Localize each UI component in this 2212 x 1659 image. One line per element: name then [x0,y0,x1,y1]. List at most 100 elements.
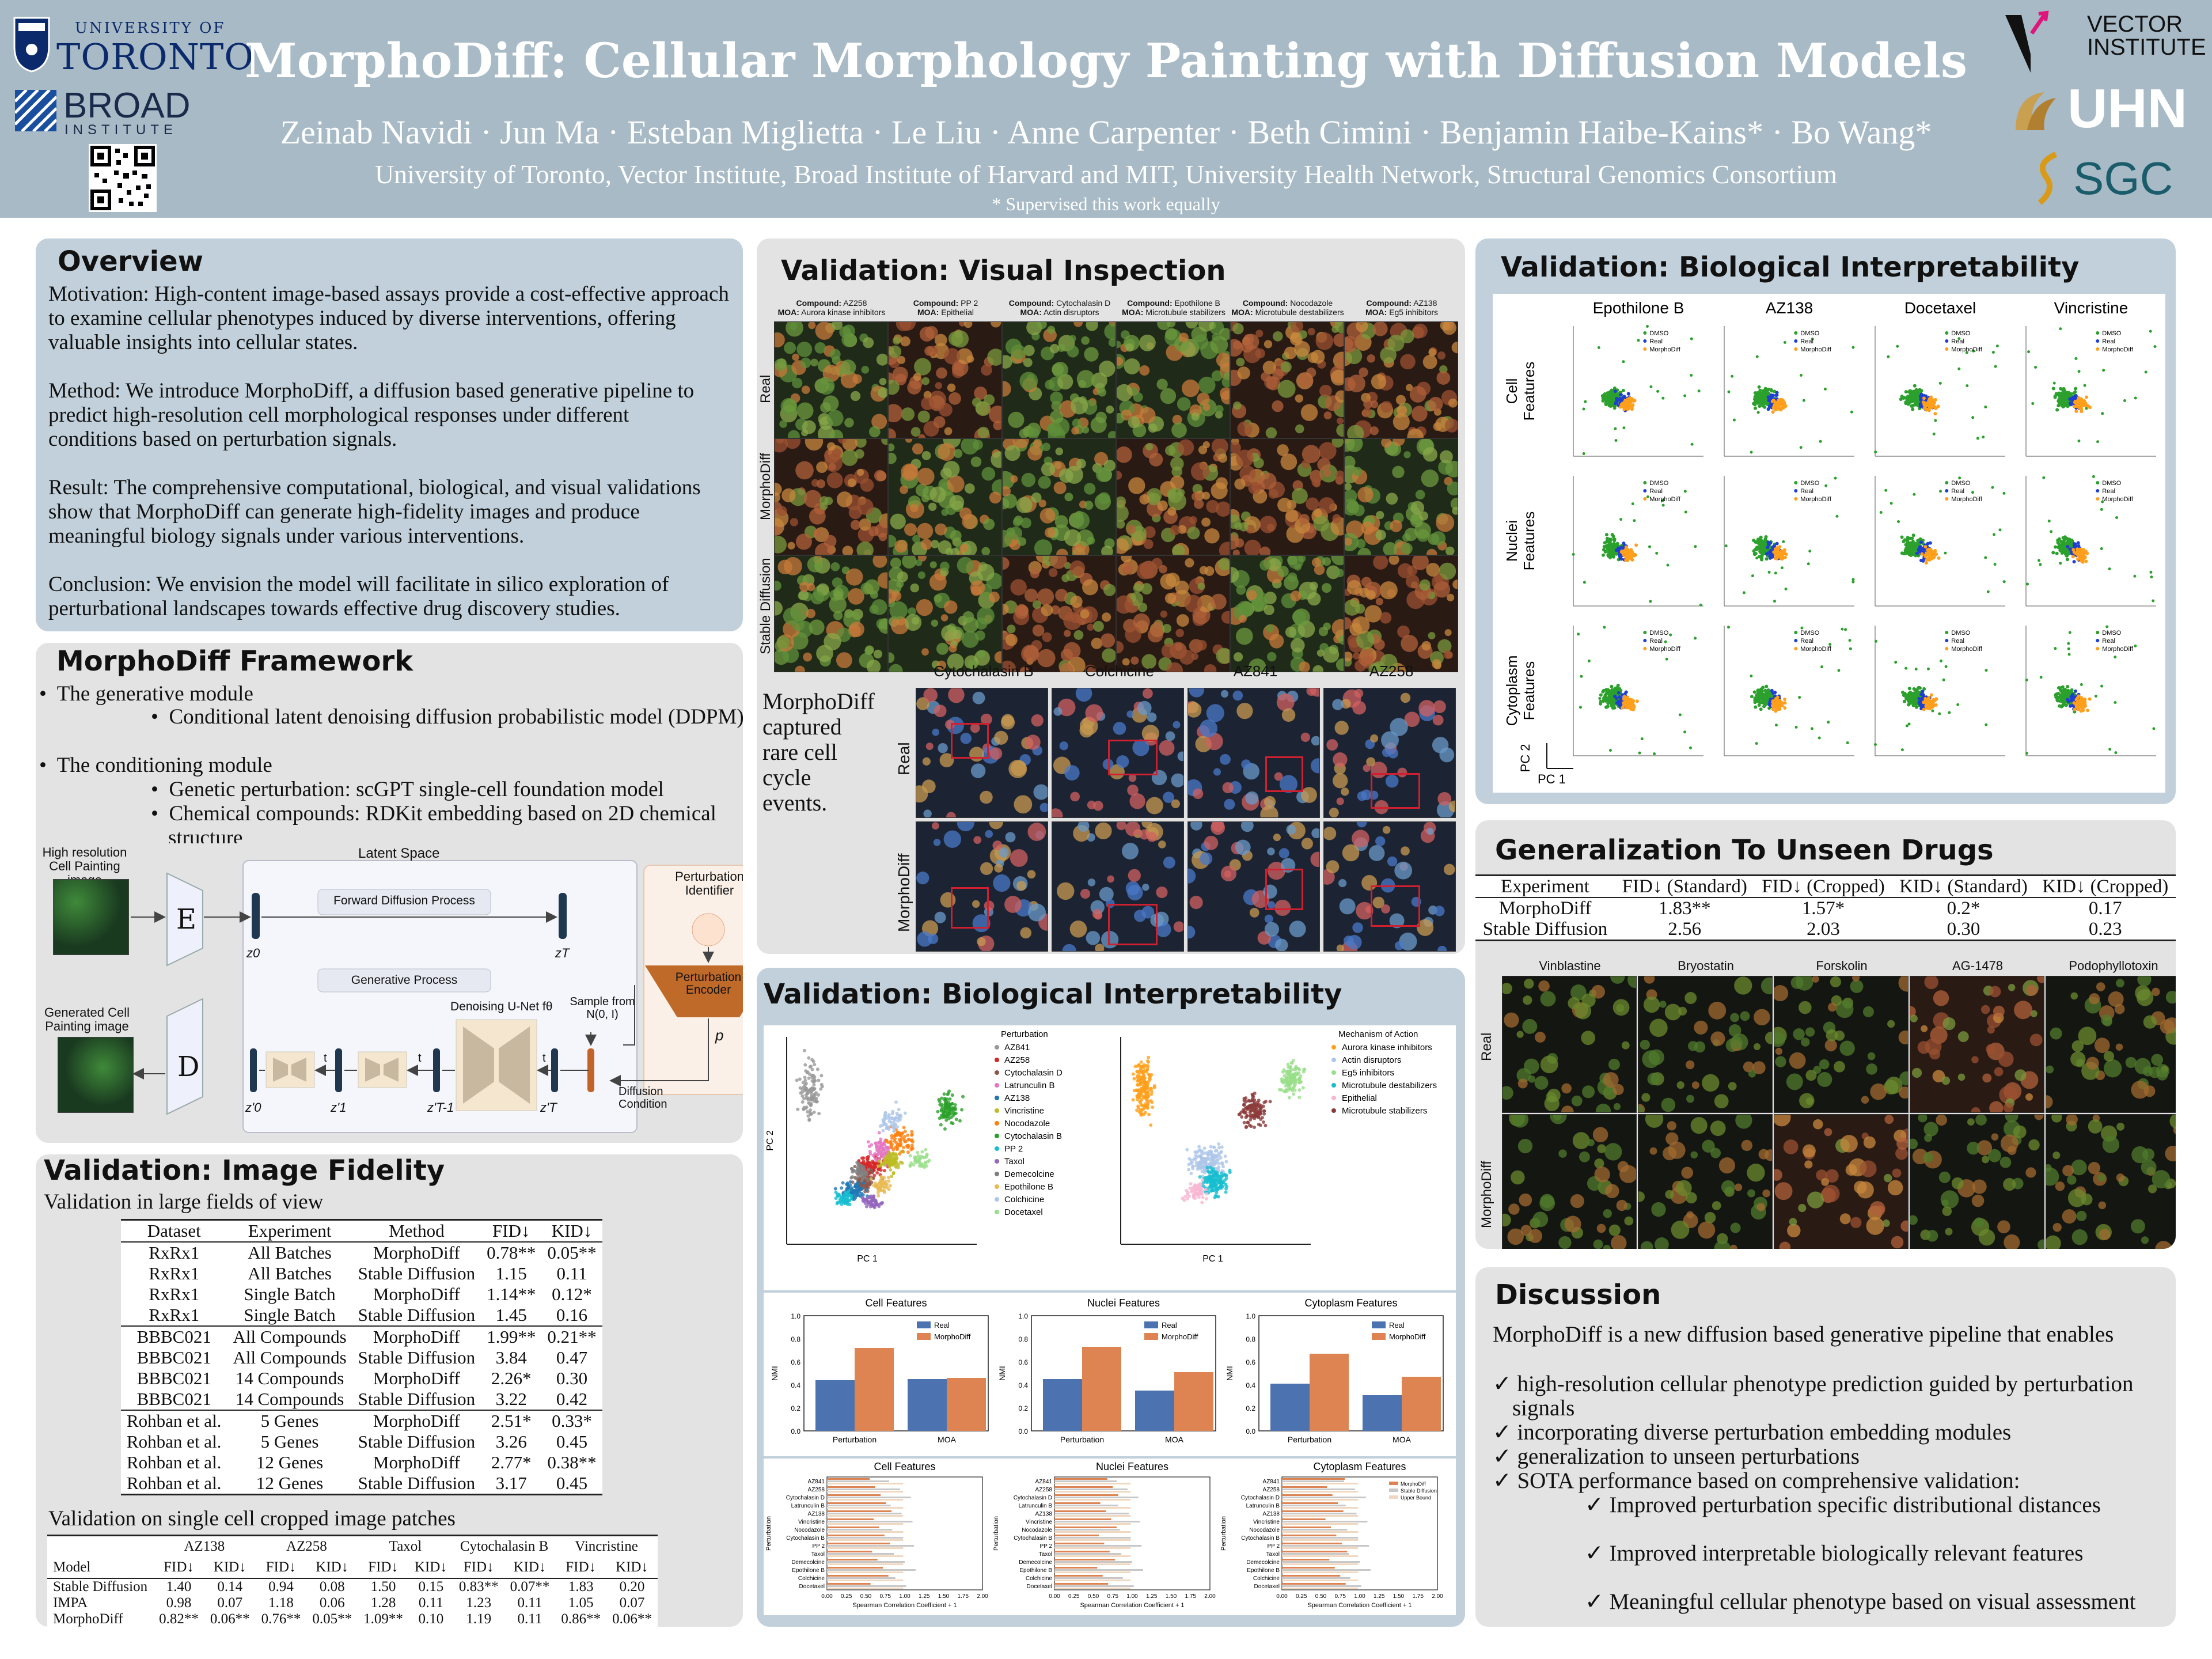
table-row: BBBC021 All Compounds MorphoDiff 1.99** 0.21… [121,1325,602,1347]
scatter-point [1683,730,1687,734]
scatter-point [1757,703,1761,707]
scatter-point [1985,723,1988,726]
scatter-point [1136,1083,1140,1087]
legend-swatch [995,1184,999,1189]
corr-bar [1282,1547,1359,1549]
scatter-point [838,1199,843,1203]
scatter-point [1684,510,1687,514]
scatter-point [1215,1175,1219,1179]
corr-perturbation-label: Demecolcine [791,1559,825,1566]
scatter-point [890,1175,894,1179]
scatter-point [1219,1171,1223,1175]
legend-swatch [1794,631,1798,634]
table-cell: IMPA [53,1595,88,1611]
t2-header-model [47,1536,153,1558]
scatter-point [2057,391,2061,395]
scatter-point [2059,544,2063,548]
t2-metric-header: FID↓ [453,1557,504,1579]
legend-entry: MorphoDiff [1162,1332,1198,1341]
scatter-point [833,1187,837,1191]
overview-result: Result: The comprehensive computational,… [48,476,701,548]
legend-entry: MorphoDiff [1800,346,1832,353]
scatter-point [2051,387,2055,391]
scatter-point [1933,412,1937,416]
scatter-point [1939,659,1942,662]
corr-bar [1054,1480,1117,1482]
corr-tick-label: 0.25 [1296,1593,1307,1600]
scatter-point [1727,626,1730,629]
moa-prefix: MOA: [1020,308,1042,317]
scatter-point [810,1074,814,1078]
table-row: RxRx1 Single Batch Stable Diffusion 1.45 0.1… [121,1305,602,1326]
t2-metric-header: FID↓ [555,1557,607,1579]
micrograph-tile [1230,555,1344,672]
scatter-point [1146,1103,1150,1107]
fidelity-large-fov-subtitle: Validation in large fields of view [44,1190,324,1214]
scatter-point [1147,1073,1151,1077]
scatter-point [1149,1092,1154,1096]
scatter-point [885,1153,889,1157]
z0-label: z0 [246,946,260,960]
scatter-point [1909,391,1913,395]
scatter-point [2100,547,2103,551]
scatter-point [1291,1059,1295,1063]
scatter-point [915,1158,919,1162]
author-list: Zeinab Navidi · Jun Ma · Esteban Migliet… [280,113,1932,151]
row-label: MorphoDiff [758,452,773,520]
scatter-point [889,1168,893,1172]
nmi-ylabel: NMI [1225,1366,1234,1381]
scatter-point [1137,1080,1141,1084]
scatter-point [1780,701,1784,705]
scatter-point [1189,1172,1193,1176]
scatter-point [950,1093,954,1097]
scatter-point [1140,1108,1144,1112]
scatter-point [1149,1099,1153,1103]
corr-bar [1282,1537,1359,1539]
scatter-point [853,1196,858,1200]
legend-entry: MorphoDiff [2102,346,2134,353]
fidelity-table-2: AZ138 AZ258 Taxol Cytochalasin B Vincris… [47,1535,658,1627]
scatter-point [1914,668,1918,671]
legend-swatch [1945,347,1949,351]
corr-xlabel: Spearman Correlation Coefficient + 1 [1080,1602,1184,1609]
rare-event-tile [1187,821,1320,952]
t1-header-dataset: Dataset [121,1219,227,1243]
scatter-point [1297,1081,1302,1085]
qr-code-icon[interactable] [89,144,157,212]
scatter-point [1664,640,1667,643]
scatter-point [1140,1065,1144,1069]
scatter-point [908,1154,912,1158]
corr-bar [827,1539,904,1541]
scatter-point [1645,324,1649,328]
scatter-point [879,1162,883,1166]
scatter-point [1638,751,1641,755]
corr-perturbation-label: Vincristine [798,1519,825,1525]
scatter-point [912,1163,916,1167]
scatter-point [948,1108,952,1112]
encoder-letter: E [176,903,197,935]
scatter-point [865,1164,869,1168]
scatter-point [1851,578,1855,581]
scatter-point [1755,391,1759,395]
corr-bar [1054,1563,1131,1565]
legend-swatch [1643,489,1647,493]
t2-group-2: Taxol [389,1539,422,1554]
scatter-point [1984,406,1987,409]
scatter-point [1914,400,1918,404]
scatter-point [1292,1092,1296,1096]
scatter-point [1906,538,1910,542]
scatter-point [881,1184,885,1188]
scatter-point [1649,385,1653,388]
table-cell: All Batches [248,1263,332,1283]
scatter-point [1615,701,1619,705]
scatter-point [1242,1109,1246,1113]
scatter-point [1649,600,1652,603]
scatter-point [1605,540,1609,544]
scatter-point [1911,407,1915,411]
rare-event-tile [916,688,1048,818]
scatter-point [2052,381,2056,385]
scatter-point [2074,410,2078,414]
t2-group-1: AZ258 [286,1539,327,1554]
legend-entry: Real [1649,488,1663,495]
table-cell: 0.83** [458,1579,499,1594]
